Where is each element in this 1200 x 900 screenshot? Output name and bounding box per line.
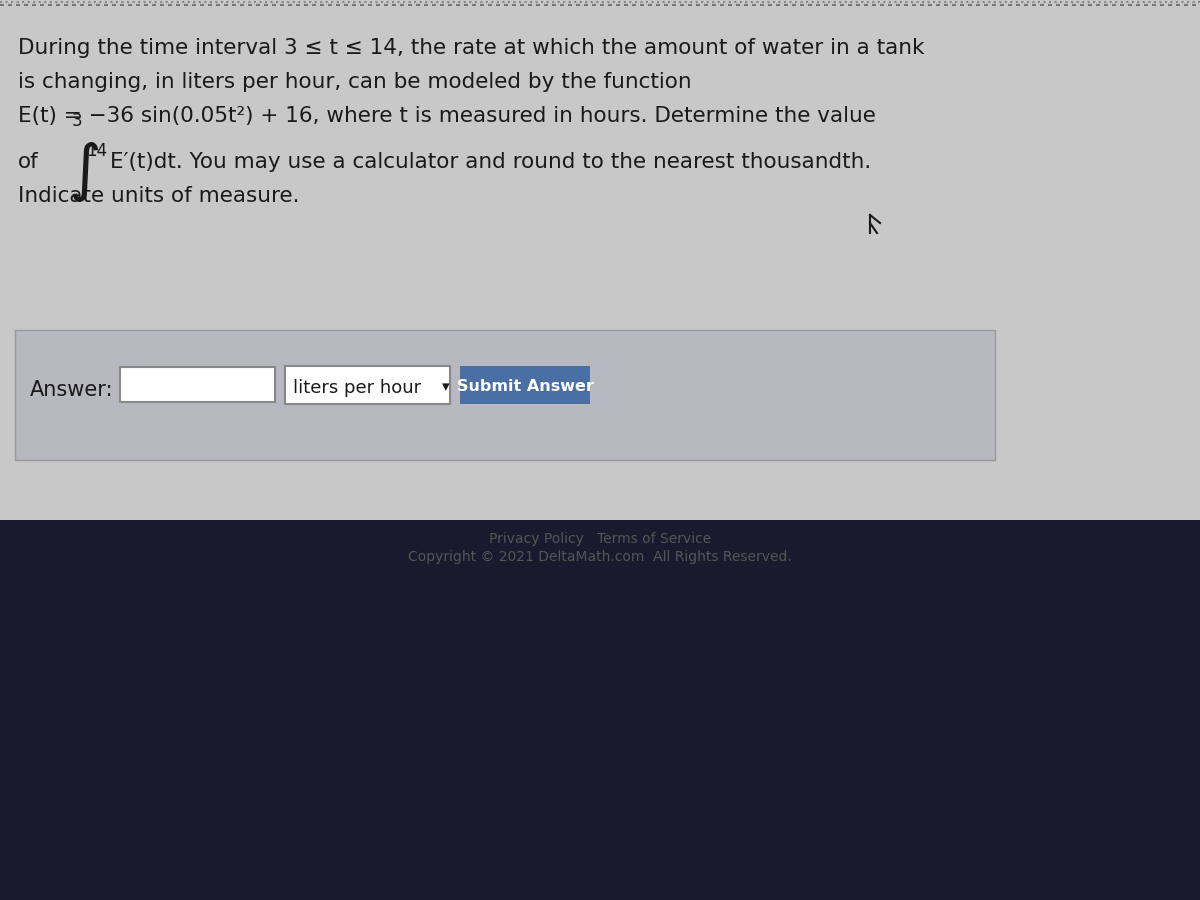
Text: 14: 14 xyxy=(86,142,107,160)
Text: Submit Answer: Submit Answer xyxy=(456,379,594,394)
Text: $\int$: $\int$ xyxy=(68,140,100,204)
Text: 3: 3 xyxy=(72,112,83,130)
FancyBboxPatch shape xyxy=(286,366,450,404)
Text: ▾: ▾ xyxy=(442,379,450,394)
FancyBboxPatch shape xyxy=(0,0,1200,520)
Text: E′(t)dt. You may use a calculator and round to the nearest thousandth.: E′(t)dt. You may use a calculator and ro… xyxy=(110,152,871,172)
Text: is changing, in liters per hour, can be modeled by the function: is changing, in liters per hour, can be … xyxy=(18,72,691,92)
Text: Copyright © 2021 DeltaMath.com  All Rights Reserved.: Copyright © 2021 DeltaMath.com All Right… xyxy=(408,550,792,564)
Text: During the time interval 3 ≤ t ≤ 14, the rate at which the amount of water in a : During the time interval 3 ≤ t ≤ 14, the… xyxy=(18,38,924,58)
FancyBboxPatch shape xyxy=(14,330,995,460)
Text: Privacy Policy   Terms of Service: Privacy Policy Terms of Service xyxy=(488,532,712,546)
Text: Answer:: Answer: xyxy=(30,380,114,400)
Text: liters per hour: liters per hour xyxy=(293,379,421,397)
Text: Indicate units of measure.: Indicate units of measure. xyxy=(18,186,300,206)
FancyBboxPatch shape xyxy=(120,367,275,402)
FancyBboxPatch shape xyxy=(460,366,590,404)
Text: E(t) = −36 sin(0.05t²) + 16, where t is measured in hours. Determine the value: E(t) = −36 sin(0.05t²) + 16, where t is … xyxy=(18,106,876,126)
Text: of: of xyxy=(18,152,38,172)
